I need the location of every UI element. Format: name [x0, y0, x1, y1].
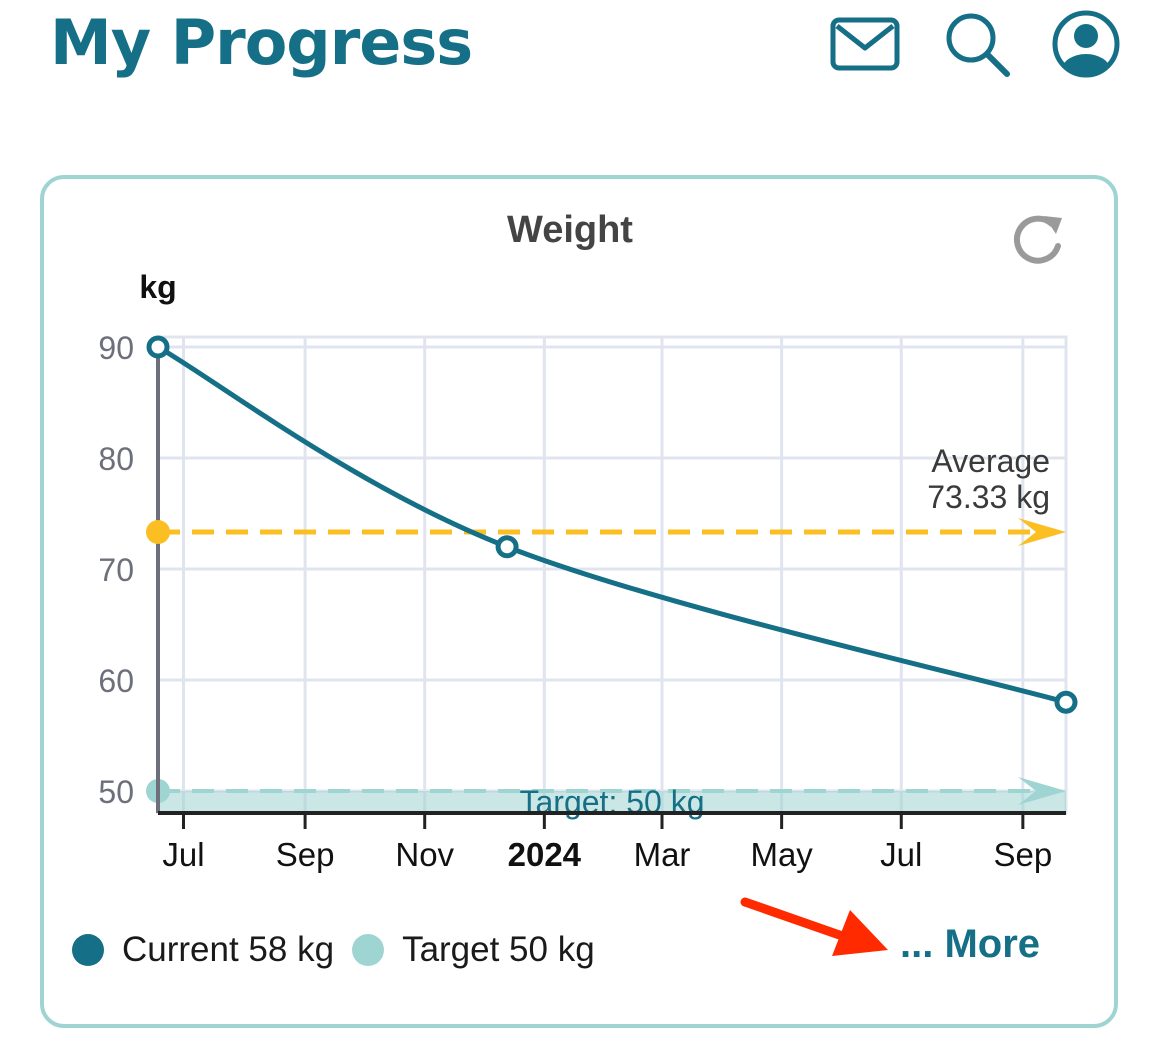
legend-label-current: Current 58 kg: [122, 930, 335, 969]
current-data-point: [495, 535, 519, 559]
current-dot-icon: [72, 934, 104, 966]
chart-axes: [156, 347, 1066, 829]
refresh-icon[interactable]: [1008, 210, 1070, 272]
search-icon[interactable]: [941, 8, 1013, 80]
target-arrow-icon: [1018, 777, 1066, 805]
current-series: [146, 335, 1078, 714]
current-series-line: [156, 344, 1067, 705]
chart-grid: [156, 335, 1068, 815]
more-link[interactable]: ... More: [900, 922, 1041, 966]
legend-label-target: Target 50 kg: [402, 930, 595, 969]
target-band: Target: 50 kg: [146, 777, 1066, 820]
x-tick-label: Sep: [276, 836, 335, 873]
y-tick-label: 90: [98, 330, 134, 366]
page-title: My Progress: [50, 6, 473, 79]
header: My Progress: [0, 0, 1170, 110]
y-axis-unit-label: kg: [139, 269, 176, 305]
current-data-point: [146, 335, 170, 359]
x-tick-label: Mar: [634, 836, 691, 873]
plot-frame: [156, 335, 1068, 815]
average-label: Average: [931, 443, 1050, 479]
average-marker: [146, 520, 170, 545]
y-tick-labels: 90 80 70 60 50: [98, 330, 134, 810]
x-tick-label: May: [750, 836, 813, 873]
chart-title: Weight: [507, 209, 633, 251]
y-tick-label: 60: [98, 663, 134, 699]
legend-item-target[interactable]: Target 50 kg: [352, 930, 595, 970]
x-tick-label: Nov: [395, 836, 454, 873]
x-tick-label: Jul: [880, 836, 922, 873]
y-tick-label: 70: [98, 552, 134, 588]
chart-legend: Current 58 kg Target 50 kg: [72, 920, 613, 980]
legend-item-current[interactable]: Current 58 kg: [72, 930, 334, 970]
weight-card: [40, 175, 1118, 1028]
y-tick-label: 50: [98, 774, 134, 810]
current-data-point: [1054, 690, 1078, 714]
average-value-label: 73.33 kg: [927, 479, 1050, 515]
mail-icon[interactable]: [829, 8, 901, 80]
x-tick-labels: Jul Sep Nov 2024 Mar May Jul Sep: [162, 836, 1052, 873]
x-tick-label: 2024: [508, 836, 582, 873]
profile-icon[interactable]: [1050, 8, 1122, 80]
y-tick-label: 80: [98, 441, 134, 477]
target-band-fill: [158, 791, 1066, 813]
target-dot-icon: [352, 934, 385, 966]
x-tick-label: Jul: [162, 836, 204, 873]
average-arrow-icon: [1018, 518, 1066, 547]
x-tick-label: Sep: [993, 836, 1052, 873]
